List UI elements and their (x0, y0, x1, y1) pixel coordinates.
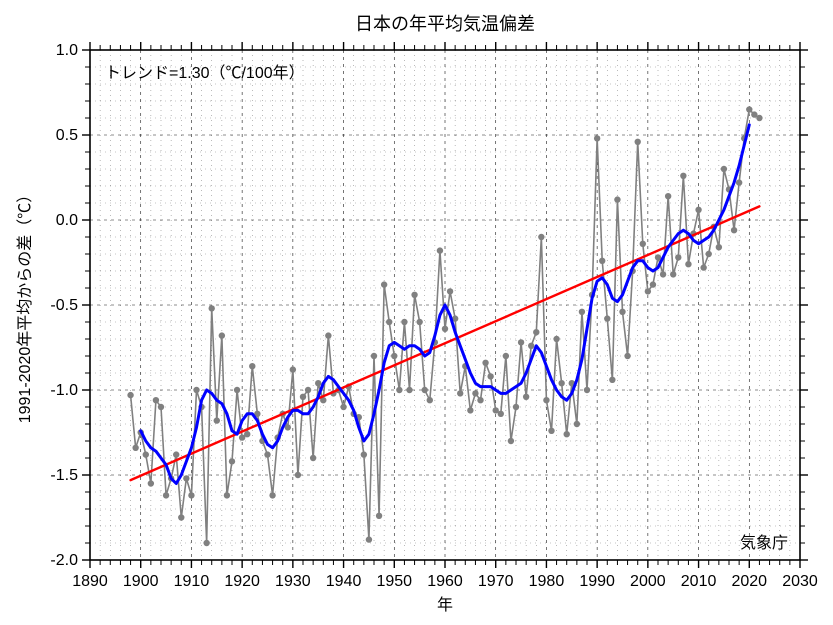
y-axis-label: 1991-2020年平均からの差（℃） (16, 187, 34, 424)
x-tick-label: 2000 (630, 573, 666, 590)
x-axis-label: 年 (437, 596, 453, 614)
y-tick-label: 0.0 (56, 212, 78, 229)
x-tick-label: 1910 (174, 573, 210, 590)
trend-annotation: トレンド=1.30（℃/100年） (105, 64, 305, 82)
source-annotation: 気象庁 (740, 534, 788, 552)
x-tick-label: 1930 (275, 573, 311, 590)
y-tick-label: 1.0 (56, 42, 78, 59)
x-tick-label: 1950 (376, 573, 412, 590)
x-tick-label: 1980 (529, 573, 565, 590)
chart-title: 日本の年平均気温偏差 (355, 14, 535, 34)
x-tick-label: 1970 (478, 573, 514, 590)
y-tick-label: -2.0 (50, 552, 78, 569)
x-tick-label: 2010 (681, 573, 717, 590)
x-tick-label: 1990 (579, 573, 615, 590)
chart-container: 1890 1900 1910 1920 1930 1940 1950 1960 1970 1980… (0, 0, 833, 625)
x-tick-label: 1960 (427, 573, 463, 590)
y-tick-label: 0.5 (56, 127, 78, 144)
x-tick-label: 1920 (224, 573, 260, 590)
x-tick-label: 1940 (326, 573, 362, 590)
chart-svg: 1890 1900 1910 1920 1930 1940 1950 1960 1970 1980… (0, 0, 833, 625)
y-tick-label: -1.0 (50, 382, 78, 399)
x-tick-label: 1900 (123, 573, 159, 590)
x-tick-label: 1890 (72, 573, 108, 590)
x-tick-label: 2020 (731, 573, 767, 590)
y-tick-label: -1.5 (50, 467, 78, 484)
y-tick-label: -0.5 (50, 297, 78, 314)
x-tick-label: 2030 (782, 573, 818, 590)
